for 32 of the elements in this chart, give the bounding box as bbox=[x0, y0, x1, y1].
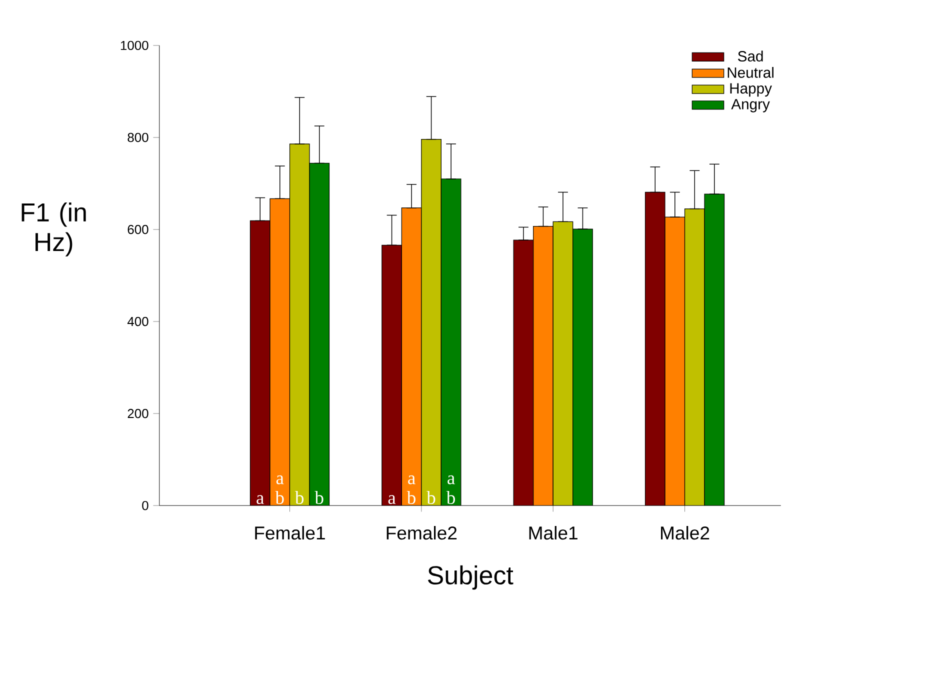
data-label: b bbox=[426, 491, 436, 504]
y-tick-label: 400 bbox=[127, 317, 148, 326]
data-label: b bbox=[294, 491, 304, 504]
y-tick-label: 600 bbox=[128, 225, 148, 234]
x-tick-label: Male1 bbox=[529, 526, 578, 540]
y-axis-title: F1 (in Hz) bbox=[22, 202, 86, 257]
x-tick-label: Female1 bbox=[255, 526, 325, 540]
bar bbox=[402, 208, 422, 506]
bar bbox=[533, 226, 554, 506]
data-label: b bbox=[314, 491, 324, 504]
x-tick-label: Female2 bbox=[386, 526, 457, 540]
data-label: a b bbox=[275, 476, 284, 504]
y-tick-label: 1000 bbox=[120, 41, 148, 50]
data-label: a bbox=[388, 495, 396, 504]
legend-label: Sad bbox=[738, 50, 763, 62]
data-label: a b bbox=[406, 476, 416, 504]
y-tick-label: 800 bbox=[128, 133, 148, 142]
legend-label: Neutral bbox=[728, 67, 774, 78]
bar bbox=[553, 222, 573, 506]
y-tick-label: 200 bbox=[128, 409, 148, 418]
data-label: a b bbox=[446, 476, 455, 504]
y-tick-label: 0 bbox=[142, 501, 148, 510]
bar bbox=[290, 144, 310, 506]
data-label: a bbox=[256, 495, 264, 504]
bar bbox=[684, 208, 705, 506]
legend-label: Happy bbox=[730, 84, 772, 97]
legend-label: Angry bbox=[731, 99, 770, 113]
x-axis-title: Subject bbox=[428, 566, 514, 590]
x-tick-label: Male2 bbox=[661, 526, 710, 540]
bar bbox=[664, 217, 686, 506]
bar bbox=[421, 140, 442, 506]
bar bbox=[270, 198, 290, 506]
